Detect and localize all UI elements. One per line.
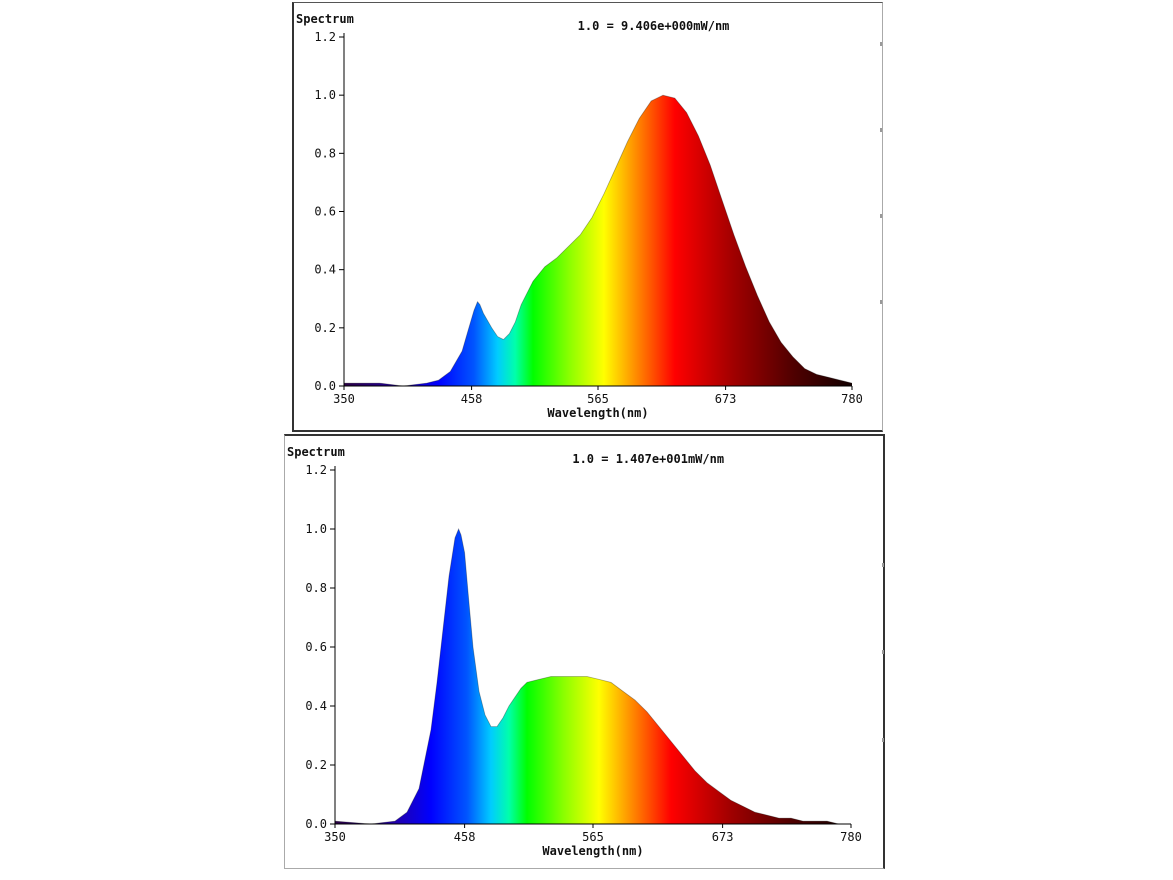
scale-note: 1.0 = 1.407e+001mW/nm [572,452,724,466]
chart-title: Spectrum [287,445,345,459]
edge-mark [882,738,884,742]
y-tick-label: 0.2 [305,758,327,772]
y-tick-label: 0.8 [314,146,336,160]
x-tick-label: 565 [587,392,609,406]
y-tick-label: 1.0 [314,88,336,102]
spectrum-line [334,527,851,825]
x-tick-label: 673 [715,392,737,406]
x-tick-label: 565 [582,830,604,844]
edge-mark [880,128,882,132]
spectrum-line [344,94,853,387]
x-tick-label: 458 [461,392,483,406]
edge-mark [882,563,884,567]
x-tick-label: 458 [454,830,476,844]
scale-note: 1.0 = 9.406e+000mW/nm [578,19,730,33]
x-tick-label: 780 [840,830,862,844]
y-tick-label: 0.4 [305,699,327,713]
x-tick-label: 350 [333,392,355,406]
y-tick-label: 1.2 [305,463,327,477]
y-tick-label: 0.4 [314,263,336,277]
y-tick-label: 0.8 [305,581,327,595]
y-tick-label: 0.2 [314,321,336,335]
x-axis-label: Wavelength(nm) [542,844,643,858]
edge-mark [880,42,882,46]
spectrum-chart-1: 0.0 0.2 0.4 0.6 0.8 1.0 1.2 350 458 565 673 780 Spec… [292,2,883,432]
y-tick-label: 0.0 [305,817,327,831]
chart-title: Spectrum [296,12,354,26]
x-tick-label: 780 [841,392,863,406]
edge-mark [882,650,884,654]
edge-mark [880,214,882,218]
x-tick-label: 673 [712,830,734,844]
y-tick-label: 0.6 [314,205,336,219]
y-tick-label: 1.0 [305,522,327,536]
spectrum-chart-2-svg: 0.0 0.2 0.4 0.6 0.8 1.0 1.2 350 458 565 673 780 Spec… [287,445,862,858]
y-tick-label: 0.6 [305,640,327,654]
spectrum-area [335,529,851,824]
y-tick-label: 0.0 [314,379,336,393]
x-tick-label: 350 [324,830,346,844]
spectrum-chart-2: 0.0 0.2 0.4 0.6 0.8 1.0 1.2 350 458 565 673 780 Spec… [284,434,885,869]
y-tick-label: 1.2 [314,30,336,44]
spectrum-chart-1-svg: 0.0 0.2 0.4 0.6 0.8 1.0 1.2 350 458 565 673 780 Spec… [296,12,863,420]
x-axis-label: Wavelength(nm) [547,406,648,420]
edge-mark [880,300,882,304]
spectrum-area [344,95,852,386]
